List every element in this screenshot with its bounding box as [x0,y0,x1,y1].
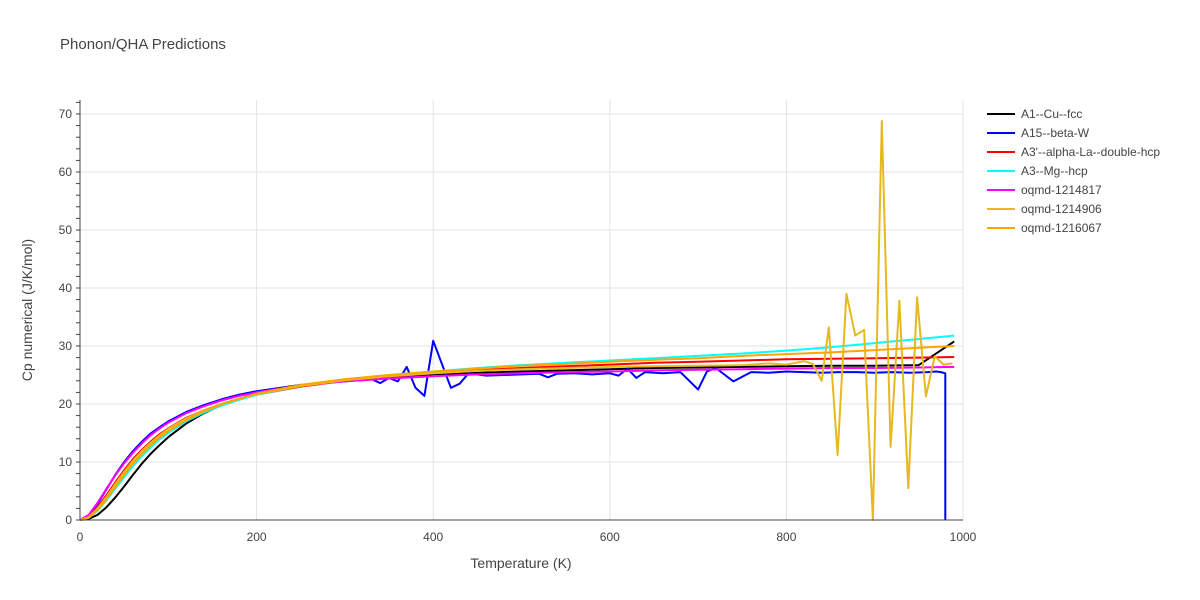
legend-label: oqmd-1214906 [1021,202,1102,216]
legend-item[interactable]: A15--beta-W [987,126,1090,140]
legend-item[interactable]: oqmd-1214817 [987,183,1102,197]
chart-title: Phonon/QHA Predictions [60,36,226,53]
x-tick-label: 800 [776,530,796,544]
legend-item[interactable]: A3'--alpha-La--double-hcp [987,145,1160,159]
y-axis-title: Cp numerical (J/K/mol) [19,239,35,381]
y-tick-label: 60 [59,165,73,179]
y-tick-label: 50 [59,223,73,237]
legend-label: oqmd-1216067 [1021,221,1102,235]
legend-label: A1--Cu--fcc [1021,107,1082,121]
y-tick-label: 70 [59,107,73,121]
y-tick-labels: 0 10 20 30 40 50 60 70 [59,107,73,527]
series-line-1 [79,339,947,521]
series-line-4 [79,365,955,521]
y-tick-label: 20 [59,397,73,411]
x-axis-title: Temperature (K) [470,555,571,571]
series-lines [79,120,955,521]
y-tick-label: 10 [59,455,73,469]
series-line-6 [79,345,955,521]
legend-item[interactable]: oqmd-1214906 [987,202,1102,216]
legend-item[interactable]: A1--Cu--fcc [987,107,1082,121]
x-tick-label: 200 [247,530,267,544]
x-tick-label: 0 [77,530,84,544]
legend[interactable]: A1--Cu--fcc A15--beta-W A3'--alpha-La--dou… [987,107,1160,235]
legend-label: A3'--alpha-La--double-hcp [1021,145,1160,159]
y-tick-label: 30 [59,339,73,353]
y-tick-label: 40 [59,281,73,295]
series-line-2 [79,356,955,521]
series-line-5 [79,120,953,521]
y-minor-ticks [76,101,80,521]
x-tick-label: 1000 [950,530,977,544]
x-tick-labels: 0 200 400 600 800 1000 [77,530,977,544]
x-tick-label: 400 [423,530,443,544]
legend-item[interactable]: A3--Mg--hcp [987,164,1088,178]
legend-label: oqmd-1214817 [1021,183,1102,197]
legend-item[interactable]: oqmd-1216067 [987,221,1102,235]
x-tick-label: 600 [600,530,620,544]
y-tick-label: 0 [65,513,72,527]
grid-lines [80,100,964,520]
legend-label: A3--Mg--hcp [1021,164,1088,178]
axes [79,100,963,521]
legend-label: A15--beta-W [1021,126,1090,140]
